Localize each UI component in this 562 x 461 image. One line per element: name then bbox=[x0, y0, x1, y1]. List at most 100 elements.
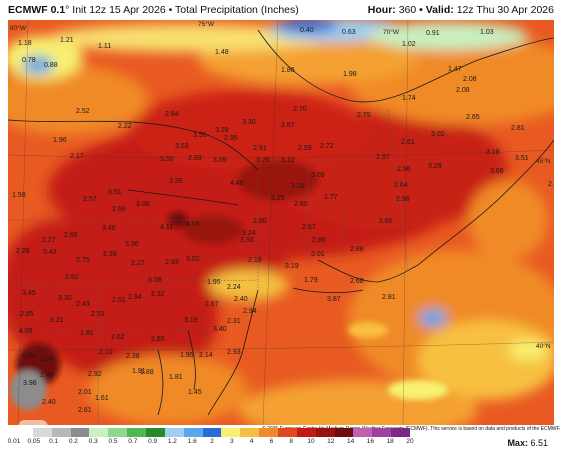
legend-colorbar bbox=[14, 428, 411, 437]
legend-tick-label: 4 bbox=[249, 438, 254, 445]
precip-value-label: 4.11 bbox=[160, 224, 173, 231]
precip-value-label: 3.98 bbox=[23, 380, 37, 387]
precipitation-map[interactable]: 45°N 40°N 75°W 70°W 80°W 1.18 1.21 1.11 0.7… bbox=[8, 20, 554, 425]
precip-value-label: 1.81 bbox=[169, 374, 183, 381]
precip-value-label: 4.06 bbox=[186, 221, 200, 228]
legend-tick-label: 8 bbox=[289, 438, 293, 445]
precip-value-label: 2.14 bbox=[199, 352, 213, 359]
legend-tick-label: 0.5 bbox=[108, 438, 118, 445]
delaware-bay bbox=[187, 329, 196, 391]
precip-value-label: 1.98 bbox=[343, 71, 357, 78]
legend-tick-label: 0.01 bbox=[7, 438, 21, 445]
long-island bbox=[292, 287, 364, 293]
legend-ticks: 0.01 0.05 0.1 0.2 0.3 0.5 0.7 0.9 1.2 1.6 2 3 4 6 8 10 1… bbox=[8, 438, 414, 448]
precip-value-label: 1.18 bbox=[18, 40, 32, 47]
precip-value-label: 2.10 bbox=[99, 349, 113, 356]
precip-value-label: 3.09 bbox=[311, 172, 325, 179]
lat-40-label: 40°N bbox=[536, 342, 551, 350]
precip-value-label: 2.65 bbox=[151, 336, 165, 343]
precip-value-label: 2.24 bbox=[227, 284, 241, 291]
map-header: ECMWF 0.1° Init 12z 15 Apr 2026 • Total … bbox=[0, 0, 562, 20]
precip-value-label: 3.45 bbox=[22, 290, 36, 297]
precip-value-label: 3.06 bbox=[136, 201, 150, 208]
precip-value-label: 2.92 bbox=[88, 371, 102, 378]
precip-value-label: 2.28 bbox=[16, 248, 30, 255]
precip-value-label: 1.74 bbox=[402, 95, 416, 102]
precip-value-label: 3.51 bbox=[515, 155, 529, 162]
precip-value-label: 5.34 bbox=[22, 353, 36, 360]
lon-80-label: 80°W bbox=[10, 24, 27, 32]
precip-value-label: 2.81 bbox=[382, 294, 396, 301]
precip-value-label: 1.86 bbox=[281, 67, 295, 74]
legend-tick-label: 16 bbox=[366, 438, 375, 445]
precip-value-label: 1.47 bbox=[448, 66, 462, 73]
precip-value-label: 3.43 bbox=[43, 249, 57, 256]
precip-value-label: 3.46 bbox=[102, 225, 116, 232]
precip-value-label: 3.25 bbox=[271, 195, 285, 202]
legend-swatch bbox=[221, 428, 241, 437]
legend-tick-label: 18 bbox=[386, 438, 394, 445]
legend-swatch bbox=[259, 428, 279, 437]
precip-value-label: 2.93 bbox=[227, 349, 241, 356]
legend-tick-label: 20 bbox=[406, 438, 414, 445]
precip-value-label: 3.19 bbox=[285, 263, 299, 270]
precip-value-label: 2.75 bbox=[357, 112, 371, 119]
precip-value-label: 1.58 bbox=[12, 192, 26, 199]
legend-swatch bbox=[202, 428, 222, 437]
precip-value-label: 2.66 bbox=[64, 232, 78, 239]
precip-value-label: 2.19 bbox=[248, 257, 262, 264]
precip-value-label: 2.40 bbox=[234, 296, 248, 303]
precip-value-label: 2.98 bbox=[396, 196, 410, 203]
legend-swatch bbox=[315, 428, 335, 437]
precip-value-label: 2.96 bbox=[397, 166, 411, 173]
precip-value-label: 2.99 bbox=[188, 155, 202, 162]
precip-value-label: 3.08 bbox=[148, 277, 162, 284]
precip-value-label: 2.61 bbox=[401, 139, 415, 146]
model-name: ECMWF 0.1 bbox=[8, 4, 66, 16]
precip-value-label: 2.85 bbox=[20, 311, 34, 318]
precip-value-label: 3.50 bbox=[160, 156, 174, 163]
legend-tick-label: 0.9 bbox=[148, 438, 158, 445]
precip-value-label: 2.84 bbox=[165, 111, 179, 118]
precip-value-label: 2.95 bbox=[224, 135, 238, 142]
precip-value-label: 2.93 bbox=[165, 259, 179, 266]
legend-swatch bbox=[334, 428, 354, 437]
precip-value-label: 1.11 bbox=[98, 43, 111, 50]
legend-tick-label: 0.3 bbox=[88, 438, 98, 445]
precip-value-label: 3.30 bbox=[242, 119, 256, 126]
borders bbox=[8, 29, 554, 416]
precip-value-label: 4.09 bbox=[19, 328, 33, 335]
lon-75-label: 75°W bbox=[198, 20, 215, 28]
precip-value-label: 3.00 bbox=[40, 356, 54, 363]
legend-tick-label: 0.2 bbox=[68, 438, 78, 445]
precip-value-label: 3.12 bbox=[281, 157, 295, 164]
precip-value-label: 2.80 bbox=[253, 218, 267, 225]
legend-swatch bbox=[89, 428, 109, 437]
precip-value-label: 2.51 bbox=[112, 297, 126, 304]
legend-swatch bbox=[14, 428, 33, 437]
precip-value-label: 2.88 bbox=[350, 246, 364, 253]
precip-value-label: 2.17 bbox=[70, 153, 84, 160]
precip-value-label: 3.29 bbox=[428, 163, 442, 170]
precip-value-label: 2.75 bbox=[76, 257, 90, 264]
legend-tick-label: 1.6 bbox=[187, 438, 197, 445]
precip-value-label: 1.95 bbox=[207, 279, 221, 286]
legend-tick-label: 14 bbox=[346, 438, 355, 445]
precip-value-label: 2.65 bbox=[466, 114, 480, 121]
legend-tick-label: 10 bbox=[307, 438, 315, 445]
precip-value-label: 2.43 bbox=[76, 301, 90, 308]
precip-value-label: 2.22 bbox=[118, 123, 132, 130]
precip-value-label: 0.78 bbox=[22, 57, 36, 64]
precip-value-label: 2.97 bbox=[376, 154, 390, 161]
precip-value-label: 1.95 bbox=[180, 352, 194, 359]
precip-value-label: 2.91 bbox=[253, 145, 267, 152]
precip-value-label: 3.01 bbox=[311, 251, 325, 258]
precip-value-label: 3.39 bbox=[169, 178, 183, 185]
state-lines bbox=[8, 109, 409, 425]
precip-value-label: 2.94 bbox=[128, 294, 142, 301]
precip-value-label: 2.38 bbox=[103, 251, 117, 258]
precip-value-label: 3.21 bbox=[50, 317, 64, 324]
legend-tick-label: 0.7 bbox=[128, 438, 138, 445]
precip-value-label: 2.27 bbox=[42, 237, 56, 244]
legend-tick-label: 12 bbox=[327, 438, 335, 445]
